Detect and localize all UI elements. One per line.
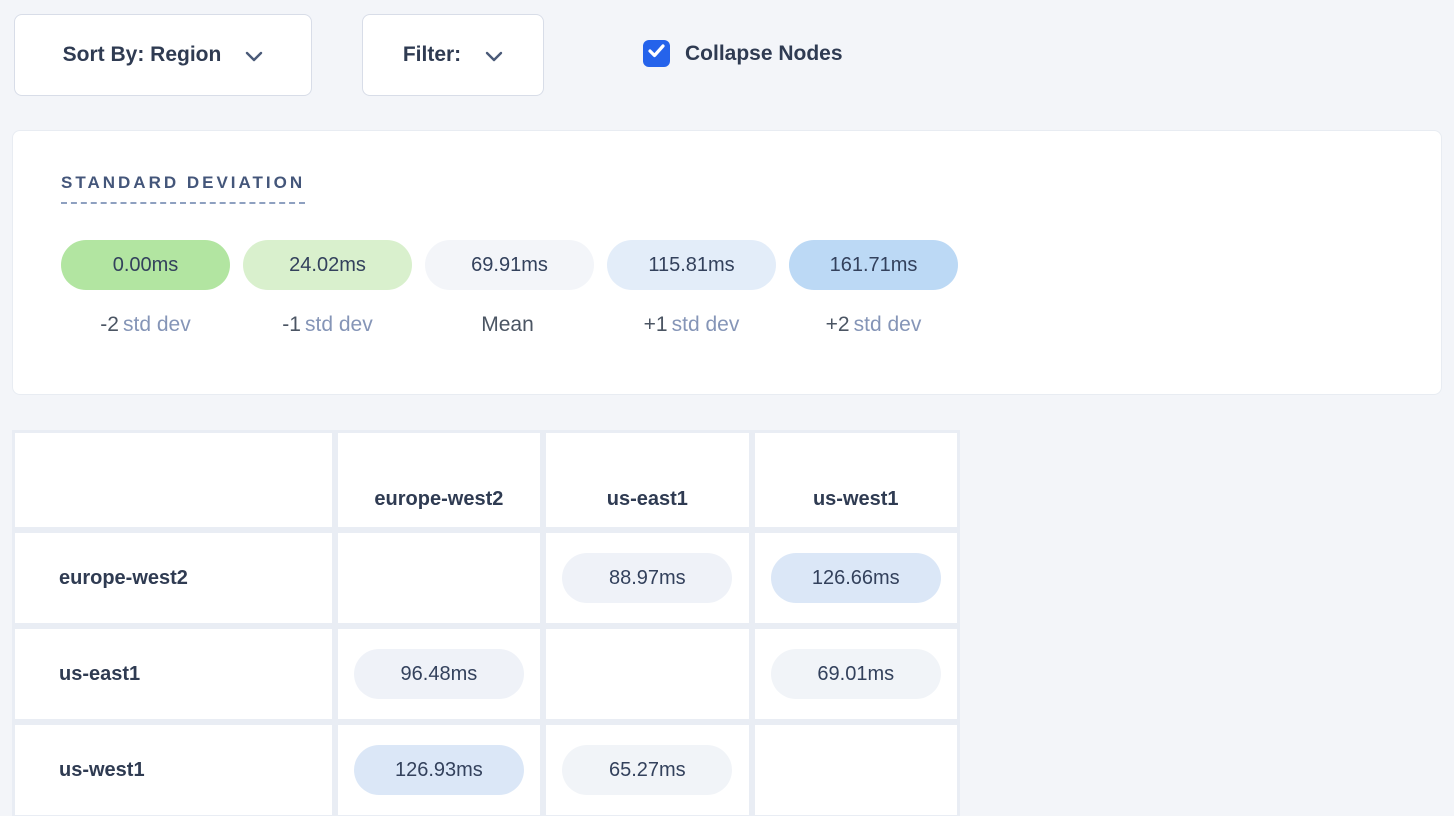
- check-icon: [648, 44, 665, 63]
- toolbar: Sort By: Region Filter: Collapse Nodes: [0, 0, 1454, 106]
- matrix-corner-cell: [12, 430, 335, 530]
- row-header-us-east1: us-east1: [12, 626, 335, 722]
- latency-value-pill: 96.48ms: [353, 649, 524, 699]
- sort-by-dropdown-label: Sort By: Region: [62, 43, 222, 66]
- row-header-us-west1: us-west1: [12, 722, 335, 816]
- legend-label: Mean: [481, 313, 534, 336]
- matrix-cell: 126.66ms: [751, 530, 960, 626]
- chevron-down-icon: [485, 51, 503, 62]
- matrix-cell: 65.27ms: [543, 722, 752, 816]
- legend-pill: 0.00ms: [61, 240, 230, 290]
- column-header-us-east1: us-east1: [543, 430, 752, 530]
- matrix-cell-empty: [543, 626, 752, 722]
- filter-dropdown[interactable]: Filter:: [362, 14, 544, 96]
- std-deviation-legend: 0.00ms -2 std dev 24.02ms -1 std dev 69.91…: [61, 240, 1393, 337]
- latency-value-pill: 88.97ms: [562, 553, 733, 603]
- filter-dropdown-label: Filter:: [402, 43, 462, 66]
- std-deviation-title: STANDARD DEVIATION: [61, 173, 306, 204]
- matrix-cell: 69.01ms: [751, 626, 960, 722]
- matrix-cell: 88.97ms: [543, 530, 752, 626]
- legend-pill: 24.02ms: [243, 240, 412, 290]
- latency-value-pill: 126.66ms: [770, 553, 941, 603]
- collapse-nodes-control: Collapse Nodes: [643, 40, 843, 67]
- matrix-header-row: europe-west2 us-east1 us-west1: [12, 430, 960, 530]
- legend-item-plus2: 161.71ms +2 std dev: [789, 240, 958, 337]
- matrix-cell: 96.48ms: [334, 626, 544, 722]
- legend-label: +1 std dev: [643, 313, 740, 336]
- matrix-cell: 126.93ms: [334, 722, 544, 816]
- legend-pill: 115.81ms: [607, 240, 776, 290]
- matrix-cell-empty: [751, 722, 960, 816]
- column-header-us-west1: us-west1: [751, 430, 960, 530]
- table-row: us-west1 126.93ms 65.27ms: [12, 722, 960, 816]
- matrix-cell-empty: [334, 530, 544, 626]
- table-row: us-east1 96.48ms 69.01ms: [12, 626, 960, 722]
- column-header-europe-west2: europe-west2: [334, 430, 544, 530]
- sort-by-dropdown[interactable]: Sort By: Region: [14, 14, 312, 96]
- table-row: europe-west2 88.97ms 126.66ms: [12, 530, 960, 626]
- legend-label: -2 std dev: [100, 313, 191, 336]
- latency-matrix-table: europe-west2 us-east1 us-west1 europe-we…: [12, 430, 960, 816]
- legend-pill: 161.71ms: [789, 240, 958, 290]
- std-deviation-card: STANDARD DEVIATION 0.00ms -2 std dev 24.0…: [12, 130, 1442, 395]
- legend-item-plus1: 115.81ms +1 std dev: [607, 240, 776, 337]
- latency-value-pill: 126.93ms: [353, 745, 524, 795]
- legend-item-minus2: 0.00ms -2 std dev: [61, 240, 230, 337]
- legend-label: +2 std dev: [825, 313, 922, 336]
- chevron-down-icon: [245, 51, 263, 62]
- legend-label: -1 std dev: [282, 313, 373, 336]
- row-header-europe-west2: europe-west2: [12, 530, 335, 626]
- legend-item-mean: 69.91ms Mean: [425, 240, 594, 337]
- latency-value-pill: 65.27ms: [562, 745, 733, 795]
- collapse-nodes-checkbox[interactable]: [643, 40, 670, 67]
- legend-item-minus1: 24.02ms -1 std dev: [243, 240, 412, 337]
- legend-pill: 69.91ms: [425, 240, 594, 290]
- collapse-nodes-label[interactable]: Collapse Nodes: [685, 41, 843, 65]
- latency-value-pill: 69.01ms: [770, 649, 941, 699]
